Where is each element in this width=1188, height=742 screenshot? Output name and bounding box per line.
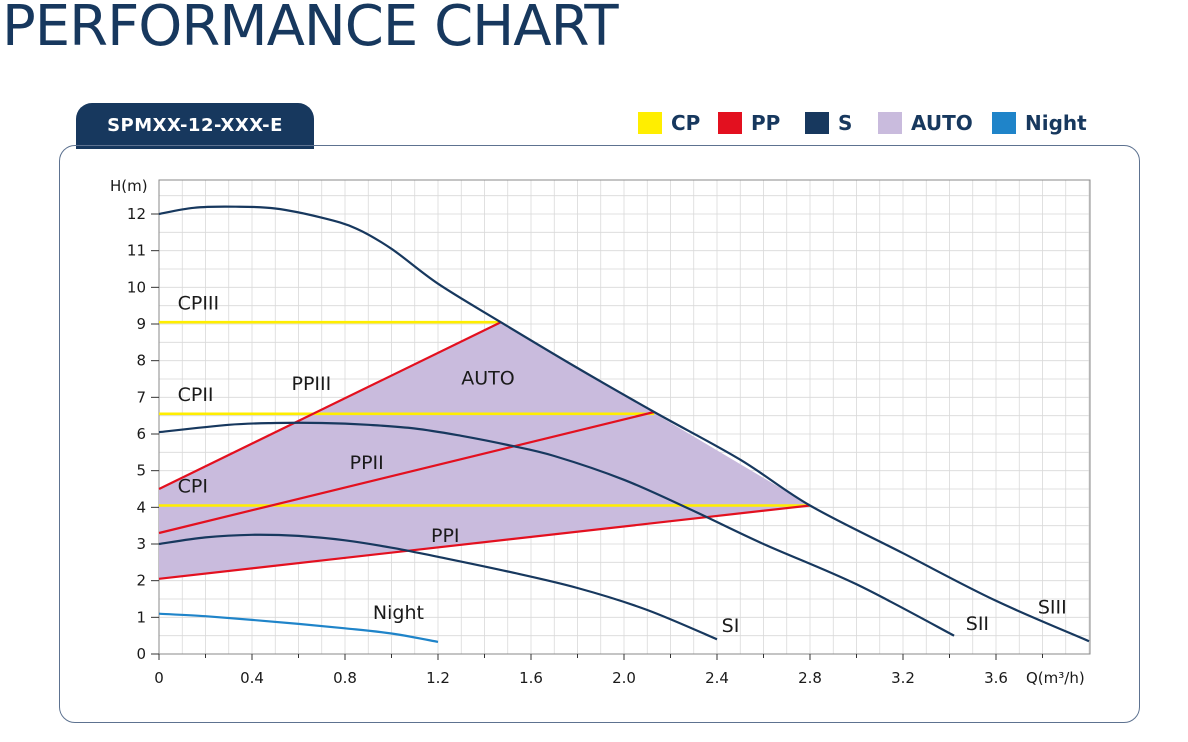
y-tick-label: 10: [127, 278, 146, 296]
x-tick-label: 3.6: [984, 669, 1008, 687]
legend-label-cp: CP: [671, 111, 701, 135]
curve-label-night: Night: [373, 602, 424, 624]
legend-label-s: S: [838, 111, 853, 135]
curve-label-ppiii: PPIII: [292, 373, 332, 395]
curve-label-si: SI: [722, 615, 740, 637]
legend-item-pp: PP: [718, 109, 780, 137]
y-axis-label: H(m): [110, 177, 148, 195]
legend-item-cp: CP: [638, 109, 700, 137]
legend-label-night: Night: [1025, 111, 1087, 135]
x-tick-label: 0.8: [333, 669, 357, 687]
y-tick-label: 11: [127, 242, 146, 260]
series-line-siii: [158, 205, 1090, 643]
x-tick-label: 1.2: [426, 669, 450, 687]
y-tick-label: 9: [136, 315, 146, 333]
chart-panel: [59, 145, 1140, 723]
page-title: PERFORMANCE CHART: [2, 0, 619, 59]
x-tick-label: 3.2: [891, 669, 915, 687]
y-tick-label: 3: [136, 535, 146, 553]
curve-label-cpi: CPI: [178, 476, 208, 498]
night-swatch-icon: [992, 112, 1016, 134]
x-tick-label: 2.0: [612, 669, 636, 687]
y-tick-label: 8: [136, 352, 146, 370]
series-line-ppii: [158, 410, 655, 535]
cp-swatch-icon: [638, 112, 662, 134]
curve-label-siii: SIII: [1038, 597, 1067, 619]
x-tick-label: 2.8: [798, 669, 822, 687]
curve-label-auto: AUTO: [461, 368, 514, 390]
x-axis-label: Q(m³/h): [1026, 669, 1085, 687]
y-tick-label: 0: [136, 645, 146, 663]
series-line-sii: [158, 421, 955, 637]
y-tick-label: 2: [136, 572, 146, 590]
series-line-ppi: [158, 504, 811, 580]
pp-swatch-icon: [718, 112, 742, 134]
s-swatch-icon: [805, 112, 829, 134]
curve-labels: CPIII CPII CPI PPIII PPII PPI AUTO Night SI SII SI…: [178, 292, 1067, 637]
legend-label-pp: PP: [751, 111, 781, 135]
y-tick-label: 12: [127, 205, 146, 223]
x-tick-label: 1.6: [519, 669, 543, 687]
series-line-night: [158, 612, 439, 643]
y-tick-label: 7: [136, 388, 146, 406]
legend-item-night: Night: [992, 109, 1087, 137]
legend-label-auto: AUTO: [911, 111, 973, 135]
axis-ticks: 0 0.4 0.8 1.2 1.6 2.0 2.4 2.8 3.2 3.6012345678910…: [127, 205, 1043, 687]
curve-label-ppii: PPII: [350, 452, 384, 474]
legend-item-auto: AUTO: [878, 109, 973, 137]
curve-label-sii: SII: [966, 613, 989, 635]
x-tick-label: 0.4: [240, 669, 264, 687]
y-tick-label: 6: [136, 425, 146, 443]
auto-region: [159, 322, 810, 579]
curve-label-cpiii: CPIII: [178, 292, 220, 314]
x-tick-label: 2.4: [705, 669, 729, 687]
y-tick-label: 5: [136, 462, 146, 480]
series-line-si: [158, 533, 718, 641]
auto-swatch-icon: [878, 112, 902, 134]
series-line-ppiii: [158, 321, 502, 490]
x-tick-label: 0: [154, 669, 164, 687]
curve-label-cpii: CPII: [178, 384, 214, 406]
model-tab[interactable]: SPMXX-12-XXX-E: [76, 103, 314, 149]
y-tick-label: 4: [136, 498, 146, 516]
legend-item-s: S: [805, 109, 852, 137]
curve-label-ppi: PPI: [431, 525, 460, 547]
y-tick-label: 1: [136, 608, 146, 626]
